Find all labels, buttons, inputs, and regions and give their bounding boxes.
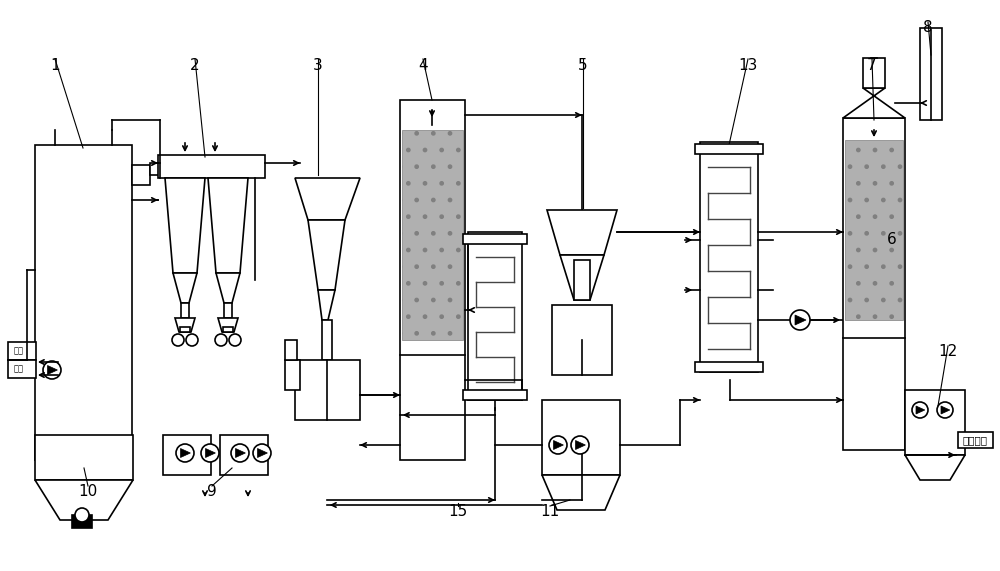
Bar xyxy=(322,320,332,360)
Circle shape xyxy=(201,444,219,462)
Polygon shape xyxy=(941,406,950,414)
Circle shape xyxy=(229,334,241,346)
Polygon shape xyxy=(560,255,604,300)
Bar xyxy=(468,232,522,400)
Circle shape xyxy=(253,444,271,462)
Text: 4: 4 xyxy=(418,58,428,73)
Polygon shape xyxy=(180,448,190,457)
Bar xyxy=(285,360,300,390)
Text: 3: 3 xyxy=(313,58,323,73)
Bar xyxy=(158,155,265,178)
Bar xyxy=(181,303,189,318)
Polygon shape xyxy=(554,440,563,449)
Polygon shape xyxy=(576,440,585,449)
Polygon shape xyxy=(236,448,245,457)
Polygon shape xyxy=(35,460,132,515)
Bar xyxy=(700,142,758,372)
Text: 空气: 空气 xyxy=(14,364,24,373)
Bar xyxy=(220,435,268,475)
Circle shape xyxy=(790,310,810,330)
Polygon shape xyxy=(547,210,617,255)
Bar xyxy=(920,28,942,120)
Polygon shape xyxy=(843,88,905,118)
Bar xyxy=(163,435,211,475)
Polygon shape xyxy=(795,315,806,325)
Circle shape xyxy=(571,436,589,454)
Bar xyxy=(224,303,232,318)
Bar xyxy=(132,165,150,185)
Circle shape xyxy=(912,402,928,418)
Text: 9: 9 xyxy=(207,485,217,500)
Bar xyxy=(574,260,590,300)
Circle shape xyxy=(186,334,198,346)
Text: 1: 1 xyxy=(50,58,60,73)
Bar xyxy=(463,390,527,400)
Bar xyxy=(542,400,620,475)
Polygon shape xyxy=(216,273,240,303)
Circle shape xyxy=(937,402,953,418)
Text: 燃气: 燃气 xyxy=(14,347,24,356)
Bar xyxy=(843,118,905,450)
Polygon shape xyxy=(165,178,205,273)
Bar xyxy=(150,163,165,175)
Text: 8: 8 xyxy=(923,21,933,35)
Bar xyxy=(845,140,903,320)
Text: 6: 6 xyxy=(887,232,897,247)
Polygon shape xyxy=(35,480,133,520)
Bar xyxy=(180,327,190,332)
Circle shape xyxy=(549,436,567,454)
Bar xyxy=(8,342,36,360)
Text: 13: 13 xyxy=(738,58,758,73)
Bar xyxy=(958,432,993,448)
Polygon shape xyxy=(318,290,335,320)
Text: 15: 15 xyxy=(448,505,468,520)
Circle shape xyxy=(231,444,249,462)
Polygon shape xyxy=(258,448,267,457)
Polygon shape xyxy=(542,475,620,510)
Polygon shape xyxy=(218,318,238,332)
Circle shape xyxy=(172,334,184,346)
Bar xyxy=(402,130,463,340)
Circle shape xyxy=(75,508,89,522)
Circle shape xyxy=(43,361,61,379)
Text: 7: 7 xyxy=(867,58,877,73)
Bar xyxy=(72,515,92,528)
Text: 5: 5 xyxy=(578,58,588,73)
Bar xyxy=(695,144,763,154)
Text: 11: 11 xyxy=(540,505,560,520)
Polygon shape xyxy=(208,178,248,273)
Bar xyxy=(552,305,612,375)
Bar xyxy=(400,100,465,460)
Bar xyxy=(863,58,885,88)
Polygon shape xyxy=(308,220,345,290)
Polygon shape xyxy=(173,273,197,303)
Bar xyxy=(8,360,36,378)
Bar xyxy=(695,362,763,372)
Bar xyxy=(35,435,133,480)
Bar xyxy=(35,145,132,460)
Polygon shape xyxy=(916,406,925,414)
Bar xyxy=(905,390,965,455)
Circle shape xyxy=(215,334,227,346)
Text: 2: 2 xyxy=(190,58,200,73)
Polygon shape xyxy=(175,318,195,332)
Text: 12: 12 xyxy=(938,344,958,360)
Bar xyxy=(285,340,297,360)
Polygon shape xyxy=(48,365,57,375)
Bar xyxy=(295,360,360,420)
Bar xyxy=(463,234,527,244)
Bar xyxy=(223,327,233,332)
Polygon shape xyxy=(295,178,360,220)
Polygon shape xyxy=(206,448,215,457)
Circle shape xyxy=(176,444,194,462)
Text: 10: 10 xyxy=(78,485,98,500)
Text: 盐酸废液: 盐酸废液 xyxy=(962,435,988,445)
Polygon shape xyxy=(905,455,965,480)
